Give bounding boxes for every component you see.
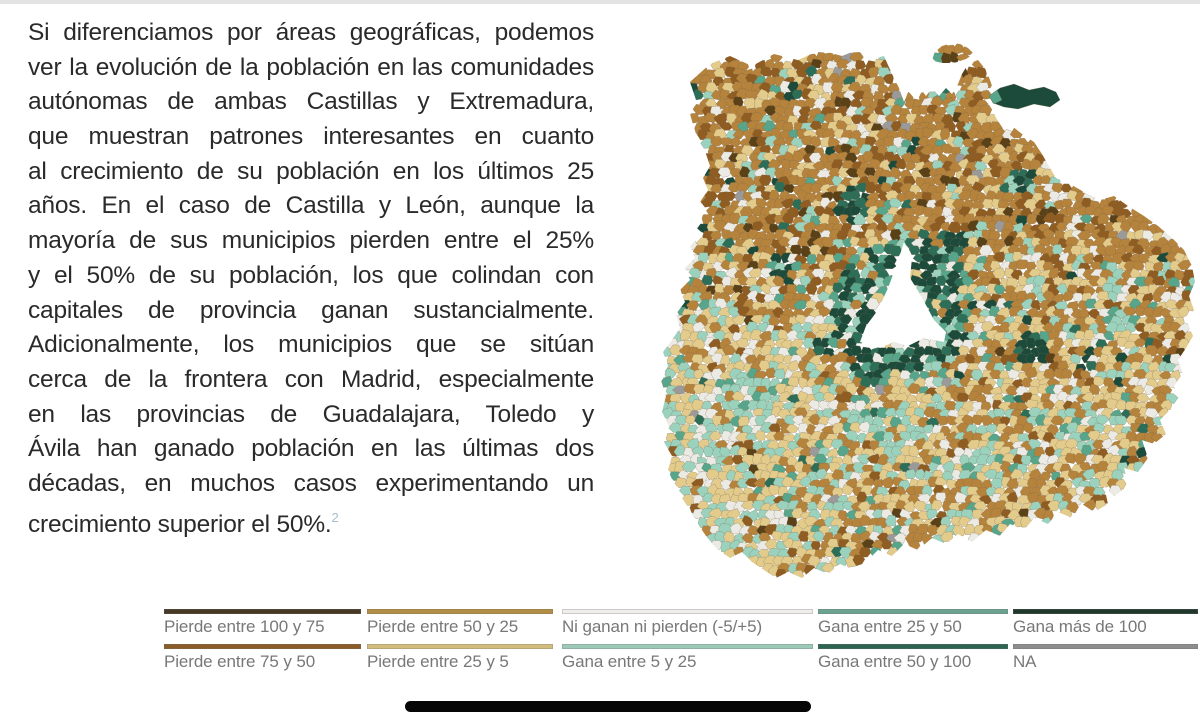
legend-item: Gana entre 50 y 100 [818, 644, 1008, 674]
legend-label: Pierde entre 50 y 25 [367, 617, 519, 636]
paragraph-line: capitales de provincia ganan sustancialm… [28, 296, 594, 324]
legend-item: Pierde entre 100 y 75 [164, 609, 361, 639]
legend-label: Pierde entre 75 y 50 [164, 652, 316, 671]
map-svg [660, 43, 1195, 578]
paragraph-line: mayoría de sus municipios pierden entre … [28, 227, 594, 255]
legend-swatch [1013, 644, 1198, 649]
article: Si diferenciamos por áreas geográficas, … [28, 16, 594, 538]
legend-swatch [818, 644, 1008, 649]
legend-label: Gana entre 50 y 100 [818, 652, 972, 671]
legend-item: NA [1013, 644, 1198, 674]
legend-swatch [164, 609, 361, 614]
legend-swatch [818, 609, 1008, 614]
legend-swatch [1013, 609, 1198, 614]
paragraph-line: Ávila han ganado población en las última… [28, 435, 594, 463]
paragraph-line: ver la evolución de la población en las … [28, 53, 594, 81]
paragraph-line: y el 50% de su población, los que colind… [28, 261, 594, 289]
paragraph-line: años. En el caso de Castilla y León, aun… [28, 192, 594, 220]
legend-swatch [367, 644, 553, 649]
paragraph-line: décadas, en muchos casos experimentando … [28, 469, 594, 497]
paragraph-line: crecimiento superior el 50%.2 [28, 502, 594, 538]
legend-item: Gana entre 5 y 25 [562, 644, 813, 674]
paragraph-line: autónomas de ambas Castillas y Extremadu… [28, 88, 594, 116]
choropleth-map [652, 30, 1200, 590]
legend-label: Ni ganan ni pierden (-5/+5) [562, 617, 763, 636]
paragraph-line: al crecimiento de su población en los úl… [28, 157, 594, 185]
paragraph-line: en las provincias de Guadalajara, Toledo… [28, 400, 594, 428]
legend-swatch [164, 644, 361, 649]
map-legend: Pierde entre 100 y 75 Pierde entre 50 y … [163, 601, 1200, 673]
legend-item: Gana más de 100 [1013, 609, 1198, 639]
legend-item: Pierde entre 75 y 50 [164, 644, 361, 674]
legend-item: Pierde entre 50 y 25 [367, 609, 553, 639]
legend-swatch [367, 609, 553, 614]
paragraph-line: Si diferenciamos por áreas geográficas, … [28, 19, 594, 46]
footnote-ref[interactable]: 2 [331, 509, 339, 525]
paragraph-line: que muestran patrones interesantes en cu… [28, 123, 594, 151]
legend-item: Pierde entre 25 y 5 [367, 644, 553, 674]
legend-label: Pierde entre 100 y 75 [164, 617, 325, 636]
legend-swatch [562, 609, 813, 614]
legend-label: Gana entre 5 y 25 [562, 652, 697, 671]
top-strip [0, 0, 1200, 4]
paragraph-line-text: crecimiento superior el 50%. [28, 510, 332, 538]
paragraph-line: Adicionalmente, los municipios que se si… [28, 331, 594, 359]
paragraph-line: cerca de la frontera con Madrid, especia… [28, 365, 594, 393]
legend-swatch [562, 644, 813, 649]
legend-item: Gana entre 25 y 50 [818, 609, 1008, 639]
legend-item: Ni ganan ni pierden (-5/+5) [562, 609, 813, 639]
legend-label: Pierde entre 25 y 5 [367, 652, 509, 671]
legend-label: Gana entre 25 y 50 [818, 617, 962, 636]
home-indicator[interactable] [405, 701, 811, 712]
legend-label: NA [1013, 652, 1037, 671]
legend-label: Gana más de 100 [1013, 617, 1147, 636]
